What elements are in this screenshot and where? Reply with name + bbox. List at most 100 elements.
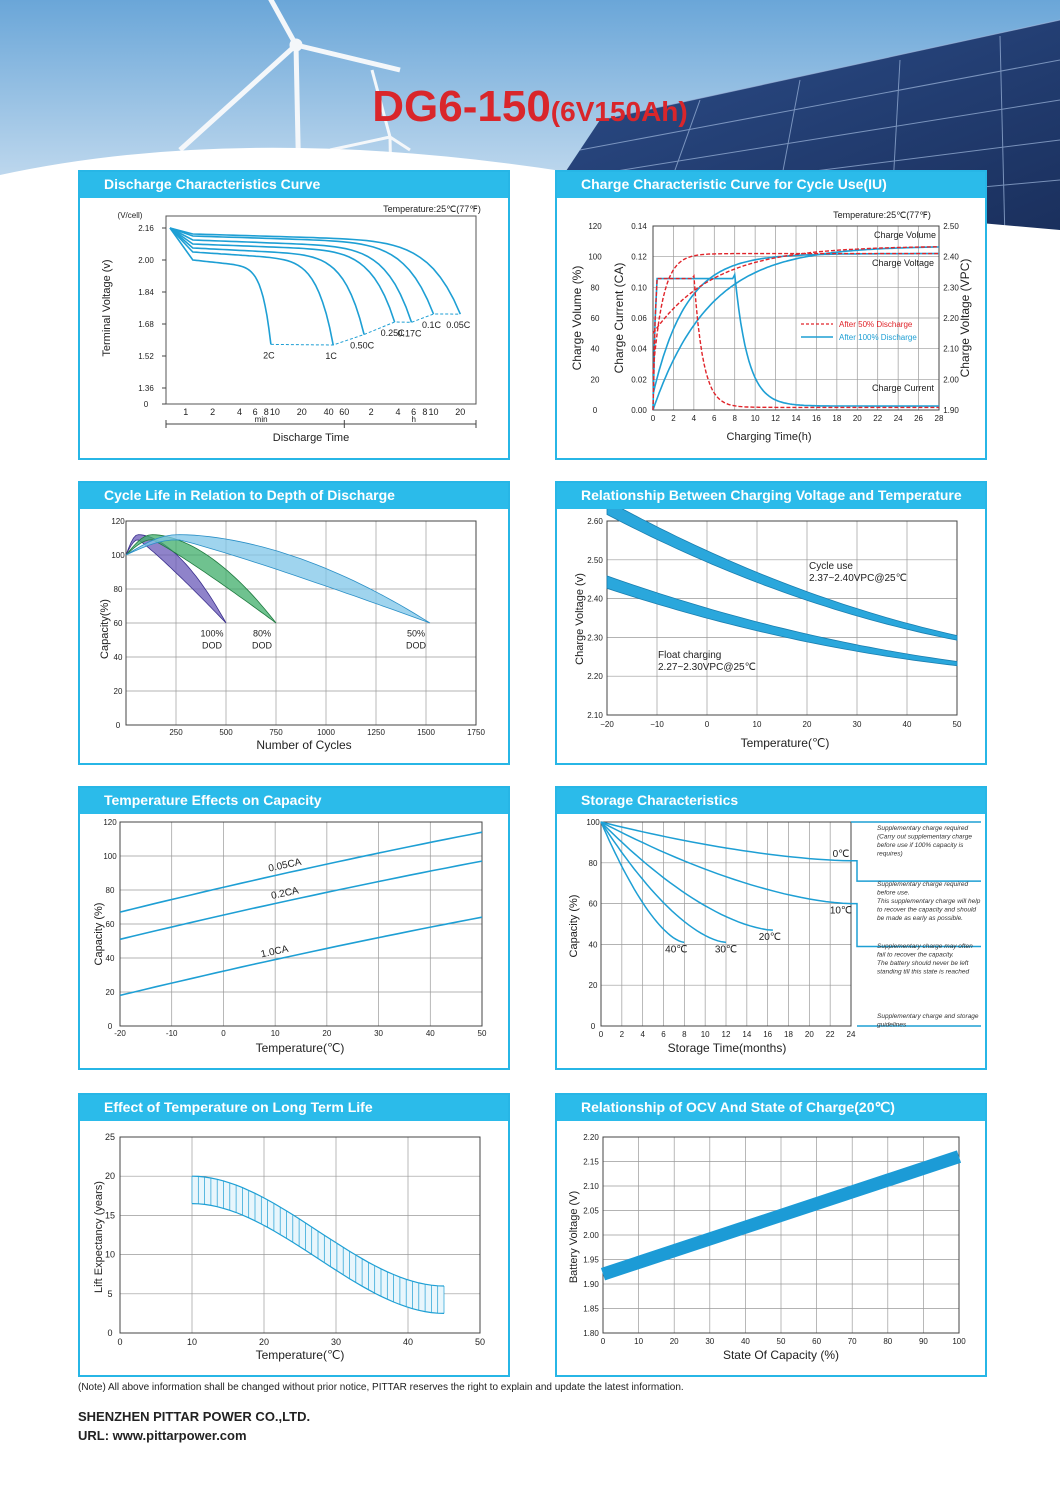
series-label: 1C xyxy=(325,351,337,361)
y-tick-label: 1.85 xyxy=(583,1305,599,1314)
x-tick-label: 10 xyxy=(753,720,762,729)
x-tick-label: 0 xyxy=(651,414,656,423)
x-tick-label: 6 xyxy=(661,1030,666,1039)
y-tick-label: 2.20 xyxy=(587,672,603,681)
label-charge-current: Charge Current xyxy=(872,383,935,393)
x-tick-label: 0 xyxy=(601,1337,606,1346)
storage-note: This supplementary charge will help xyxy=(877,898,981,905)
y-tick-label: 0 xyxy=(144,400,149,409)
y-tick-label: 60 xyxy=(589,900,598,909)
x-tick-label: 250 xyxy=(169,728,183,737)
x-tick-label: 20 xyxy=(853,414,862,423)
x-tick-label: 60 xyxy=(812,1337,821,1346)
x-tick-label: 20 xyxy=(670,1337,679,1346)
x-tick-label: 40 xyxy=(403,1337,413,1347)
panel-title: Relationship Between Charging Voltage an… xyxy=(581,487,962,503)
panel-header: Effect of Temperature on Long Term Life xyxy=(80,1095,508,1121)
x-tick-label: 1000 xyxy=(317,728,335,737)
volume-tick-label: 0 xyxy=(593,406,598,415)
x-tick-label: 22 xyxy=(826,1030,835,1039)
y-tick-label: 1.84 xyxy=(138,288,154,297)
storage-note: fail to recover the capacity. xyxy=(877,952,954,959)
x-tick-label: 10 xyxy=(701,1030,710,1039)
storage-note: before use. xyxy=(877,890,910,897)
y-unit-label: (V/cell) xyxy=(118,211,143,220)
volume-tick-label: 20 xyxy=(591,375,600,384)
panel-cycle-life: Cycle Life in Relation to Depth of Disch… xyxy=(78,481,510,765)
y-tick-label: 1.90 xyxy=(583,1280,599,1289)
x-tick-label: 40 xyxy=(741,1337,750,1346)
x-tick-label: 4 xyxy=(395,407,400,417)
current-curve-100 xyxy=(652,271,939,411)
company-name: SHENZHEN PITTAR POWER CO.,LTD. xyxy=(78,1409,311,1424)
x-tick-label: 10 xyxy=(270,407,280,417)
x-tick-label: -20 xyxy=(114,1029,126,1038)
series-label: 40℃ xyxy=(665,944,687,955)
panel-title: Effect of Temperature on Long Term Life xyxy=(104,1099,373,1115)
panel-header: Cycle Life in Relation to Depth of Disch… xyxy=(80,483,508,509)
storage-note: Supplementary charge and storage xyxy=(877,1013,979,1020)
x-tick-label: 50 xyxy=(478,1029,487,1038)
y-tick-label: 5 xyxy=(107,1289,112,1299)
plot-frame xyxy=(165,215,477,405)
y-tick-label: 60 xyxy=(114,619,123,628)
cutoff-voltage-line xyxy=(270,313,461,346)
y-tick-label: 2.30 xyxy=(587,633,603,642)
ocv-band xyxy=(600,1150,962,1281)
x-tick-label: 10 xyxy=(634,1337,643,1346)
discharge-curve xyxy=(169,227,334,346)
series-label: 80% xyxy=(253,629,271,639)
panel-header: Temperature Effects on Capacity xyxy=(80,788,508,814)
storage-note: before use if 100% capacity is xyxy=(877,842,964,849)
series-label: 10℃ xyxy=(830,906,852,917)
panel-discharge-characteristics: Discharge Characteristics Curve 2.16 2.00… xyxy=(78,170,510,460)
series-label: 0.1C xyxy=(422,320,442,330)
panel-title: Cycle Life in Relation to Depth of Disch… xyxy=(104,487,395,503)
x-tick-label: 10 xyxy=(751,414,760,423)
storage-curve xyxy=(600,821,852,862)
x-tick-label: 24 xyxy=(894,414,903,423)
x-tick-label: 20 xyxy=(322,1029,331,1038)
x-axis-label: Discharge Time xyxy=(273,432,349,444)
x-tick-label: 1250 xyxy=(367,728,385,737)
x-tick-label: 8 xyxy=(682,1030,687,1039)
x-tick-label: −10 xyxy=(650,720,664,729)
y-tick-label: 2.40 xyxy=(587,595,603,604)
panel-header: Relationship Between Charging Voltage an… xyxy=(557,483,985,509)
model-name: DG6-150 xyxy=(372,82,551,131)
x-tick-label: 18 xyxy=(832,414,841,423)
panel-title: Temperature Effects on Capacity xyxy=(104,792,322,808)
storage-note: guidelines xyxy=(877,1022,907,1029)
y-tick-label: 40 xyxy=(114,653,123,662)
x-axis-label: Storage Time(months) xyxy=(668,1041,787,1055)
x-tick-label: 6 xyxy=(712,414,717,423)
series-label: 20℃ xyxy=(759,932,781,943)
y-tick-label: 1.52 xyxy=(138,352,154,361)
panel-charge-characteristics: Charge Characteristic Curve for Cycle Us… xyxy=(555,170,987,460)
region-line xyxy=(851,902,981,948)
storage-curve xyxy=(600,821,852,905)
x-tick-label: 4 xyxy=(237,407,242,417)
x-tick-label: 30 xyxy=(374,1029,383,1038)
x-tick-label: 0 xyxy=(221,1029,226,1038)
discharge-curve xyxy=(169,227,272,345)
capacity-curve xyxy=(119,860,483,941)
label-charge-volume: Charge Volume xyxy=(874,230,936,240)
y-tick-label: 2.20 xyxy=(583,1133,599,1142)
legend-label-50: After 50% Discharge xyxy=(839,320,913,329)
volume-tick-label: 60 xyxy=(591,314,600,323)
series-label: 0.17C xyxy=(397,328,422,338)
discharge-curve xyxy=(169,227,365,335)
y-tick-label: 2.00 xyxy=(138,256,154,265)
x-tick-label: 80 xyxy=(883,1337,892,1346)
y-tick-label: 1.95 xyxy=(583,1256,599,1265)
y-axis-label: Capacity(%) xyxy=(99,599,111,659)
charge-voltage-temperature-chart: 2.60 2.50 2.40 2.30 2.20 2.10−20 −10 0 10 20 30 40 5… xyxy=(574,509,962,750)
cycle-use-band xyxy=(606,509,958,641)
x-tick-label: -10 xyxy=(166,1029,178,1038)
volume-tick-label: 120 xyxy=(588,222,602,231)
y-tick-label: 2.50 xyxy=(587,556,603,565)
series-label: 50% xyxy=(407,629,425,639)
y-tick-label: 100 xyxy=(586,818,600,827)
y-axis-label: Lift Expectancy (years) xyxy=(93,1181,105,1293)
